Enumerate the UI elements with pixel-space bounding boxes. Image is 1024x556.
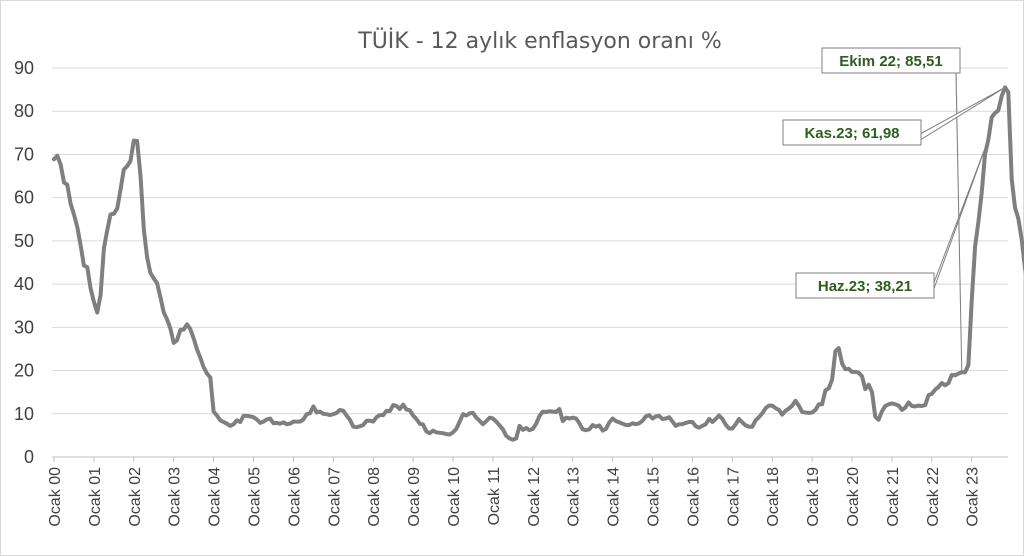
callout-box [821, 47, 961, 74]
x-tick-label: Ocak 09 [406, 467, 423, 527]
x-tick-label: Ocak 11 [486, 467, 503, 526]
x-tick-label: Ocak 14 [606, 467, 623, 527]
y-axis: 0 10 20 30 40 50 60 70 80 90 [14, 58, 34, 467]
y-tick-label: 80 [14, 101, 34, 121]
chart-title: TÜİK - 12 aylık enflasyon oranı % [357, 28, 721, 54]
x-axis: Ocak 00 Ocak 01 Ocak 02 Ocak 03 Ocak 04 Ocak … [47, 457, 982, 527]
x-tick-label: Ocak 19 [805, 467, 822, 527]
x-tick-label: Ocak 02 [127, 467, 144, 527]
x-tick-label: Ocak 21 [885, 467, 902, 527]
x-tick-label: Ocak 06 [286, 467, 303, 527]
x-tick-label: Ocak 17 [725, 467, 742, 527]
callout-box [795, 272, 935, 299]
gridlines [52, 67, 1008, 458]
x-tick-label: Ocak 01 [87, 467, 104, 527]
x-tick-label: Ocak 07 [326, 467, 343, 527]
data-callout: Haz.23; 38,21 [795, 139, 989, 299]
x-tick-label: Ocak 20 [845, 467, 862, 527]
y-tick-label: 50 [14, 231, 34, 251]
x-tick-label: Ocak 15 [646, 467, 663, 527]
x-tick-label: Ocak 05 [247, 467, 264, 527]
y-tick-label: 30 [14, 317, 34, 337]
callout-label: Kas.23; 61,98 [804, 125, 899, 142]
data-callout: Ekim 22; 85,51 [821, 47, 963, 373]
callout-label: Haz.23; 38,21 [818, 278, 912, 295]
y-tick-label: 90 [14, 58, 34, 78]
x-tick-label: Ocak 23 [965, 467, 982, 527]
x-tick-label: Ocak 03 [167, 467, 184, 527]
x-tick-label: Ocak 04 [207, 467, 224, 527]
y-tick-label: 40 [14, 274, 34, 294]
y-tick-label: 0 [24, 447, 34, 467]
callouts: Ekim 22; 85,51 Kas.23; 61,98 Haz.23; 38,21 [782, 47, 1006, 373]
x-tick-label: Ocak 13 [566, 467, 583, 527]
x-tick-label: Ocak 08 [366, 467, 383, 527]
series-line [52, 85, 1024, 442]
callout-label: Ekim 22; 85,51 [839, 53, 942, 70]
x-tick-label: Ocak 12 [526, 467, 543, 527]
y-tick-label: 70 [14, 144, 34, 164]
callout-box [782, 119, 922, 146]
x-tick-label: Ocak 00 [47, 467, 64, 527]
y-tick-label: 10 [14, 404, 34, 424]
x-tick-label: Ocak 18 [765, 467, 782, 527]
series-layer [52, 85, 1024, 442]
x-tick-label: Ocak 16 [685, 467, 702, 527]
y-tick-label: 20 [14, 361, 34, 381]
x-tick-label: Ocak 22 [925, 467, 942, 527]
x-tick-label: Ocak 10 [446, 467, 463, 527]
data-callout: Kas.23; 61,98 [782, 86, 1006, 146]
y-tick-label: 60 [14, 188, 34, 208]
